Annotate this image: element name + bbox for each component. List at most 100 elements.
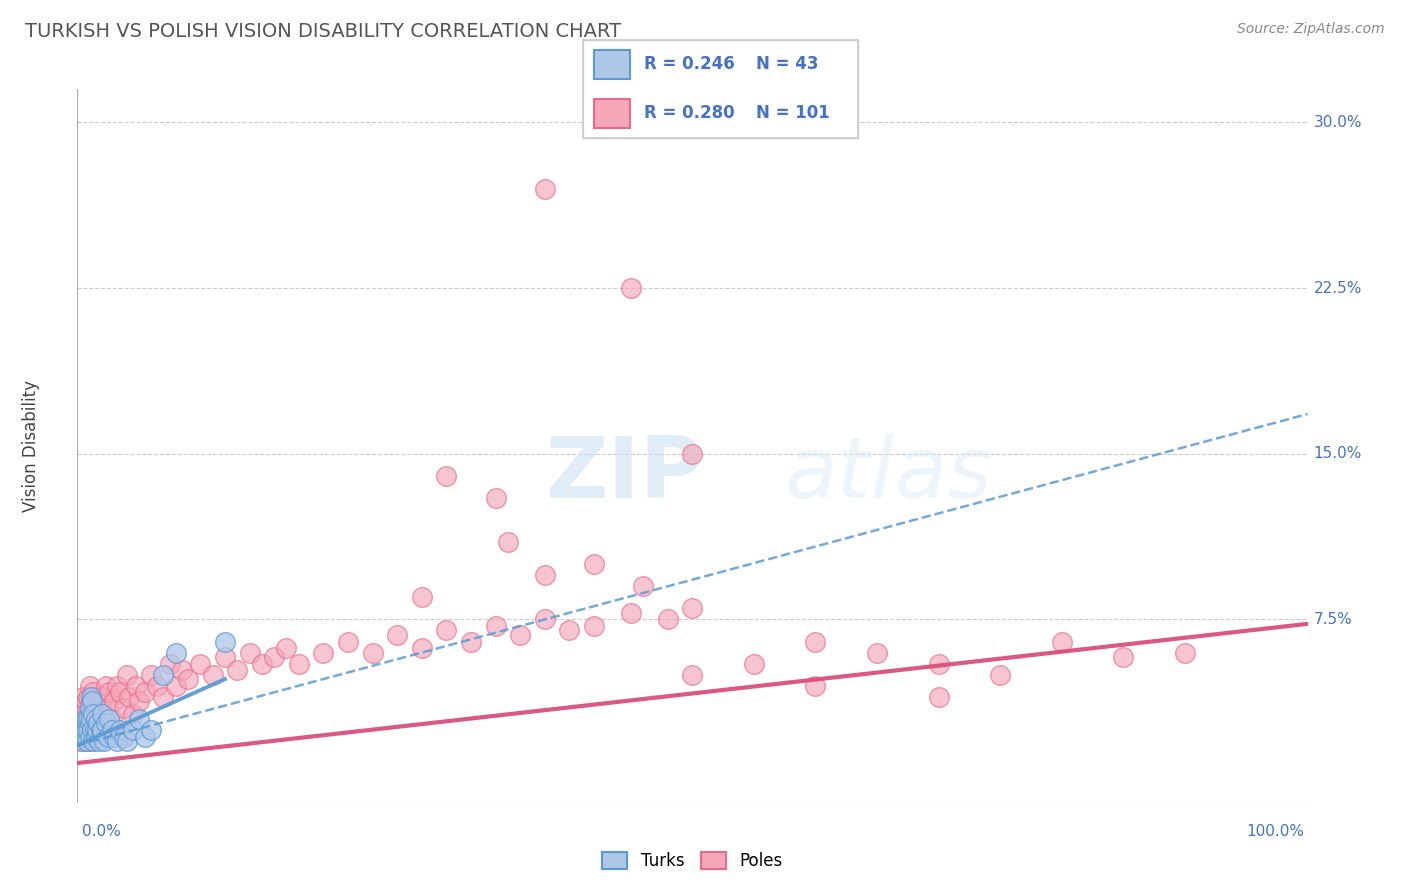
Point (177, 672, 200, 686)
Text: 15.0%: 15.0% (1313, 446, 1362, 461)
Point (534, 612, 557, 626)
Point (558, 624, 581, 638)
Point (146, 679, 169, 693)
Point (496, 535, 519, 549)
Point (682, 667, 704, 681)
Point (485, 619, 508, 633)
Text: N = 43: N = 43 (756, 55, 818, 73)
Point (165, 679, 187, 693)
Point (72, 690, 94, 704)
Text: R = 0.280: R = 0.280 (644, 104, 734, 122)
Point (928, 657, 950, 671)
Point (682, 447, 704, 461)
Point (82, 723, 104, 737)
Point (682, 601, 704, 615)
Point (125, 679, 148, 693)
Point (83, 712, 105, 726)
Point (76, 707, 98, 722)
Point (79, 700, 101, 714)
Point (97, 700, 120, 714)
Point (87, 716, 110, 731)
Text: R = 0.246: R = 0.246 (644, 55, 734, 73)
Point (620, 606, 643, 620)
Point (84, 694, 107, 708)
Text: Vision Disability: Vision Disability (21, 380, 39, 512)
Point (226, 663, 249, 677)
Point (118, 690, 141, 704)
Text: 7.5%: 7.5% (1313, 612, 1353, 627)
Point (103, 694, 125, 708)
Point (82, 685, 104, 699)
Point (866, 646, 889, 660)
Point (152, 690, 174, 704)
Point (128, 694, 150, 708)
Point (509, 628, 531, 642)
Point (94, 716, 117, 731)
Point (337, 634, 360, 648)
Point (94, 679, 117, 693)
Point (105, 679, 128, 693)
Point (89, 734, 111, 748)
Point (112, 700, 135, 714)
Legend: Turks, Poles: Turks, Poles (596, 845, 789, 877)
Point (411, 641, 433, 656)
Point (385, 628, 409, 642)
Point (159, 657, 181, 671)
Point (90, 700, 112, 714)
Point (485, 491, 508, 505)
Point (80, 694, 103, 708)
Point (804, 634, 827, 648)
Point (98, 685, 121, 699)
Point (69, 734, 91, 748)
Point (82, 734, 104, 748)
Point (170, 663, 193, 677)
Text: 22.5%: 22.5% (1313, 281, 1362, 295)
Point (620, 281, 643, 295)
Point (79, 716, 101, 731)
Point (134, 730, 156, 744)
Point (93, 712, 115, 726)
Point (86, 723, 108, 737)
Point (165, 646, 187, 660)
Text: 100.0%: 100.0% (1247, 824, 1305, 838)
FancyBboxPatch shape (595, 99, 630, 128)
Point (90, 723, 112, 737)
Point (82, 707, 104, 722)
Point (115, 667, 138, 681)
Point (77, 690, 100, 704)
Point (72, 723, 94, 737)
Point (90, 707, 114, 722)
Point (84, 730, 107, 744)
Point (73, 730, 96, 744)
Point (83, 723, 105, 737)
Point (97, 730, 120, 744)
Point (534, 568, 557, 582)
Point (82, 723, 104, 737)
Point (84, 712, 107, 726)
Point (112, 730, 135, 744)
Point (101, 712, 124, 726)
Point (276, 641, 298, 656)
Point (742, 657, 765, 671)
Point (1112, 650, 1135, 665)
Point (804, 679, 827, 693)
Point (115, 734, 138, 748)
Point (75, 723, 97, 737)
Point (110, 723, 132, 737)
Point (86, 723, 108, 737)
Text: Source: ZipAtlas.com: Source: ZipAtlas.com (1237, 22, 1385, 37)
Point (87, 690, 110, 704)
Point (1050, 634, 1073, 648)
Point (534, 181, 557, 195)
Point (82, 734, 104, 748)
Point (70, 730, 93, 744)
Point (1174, 646, 1197, 660)
Point (98, 712, 121, 726)
Point (90, 723, 114, 737)
Point (93, 734, 115, 748)
Point (141, 667, 163, 681)
Text: 0.0%: 0.0% (82, 824, 121, 838)
Point (239, 646, 262, 660)
Point (633, 579, 655, 593)
Point (214, 634, 236, 648)
